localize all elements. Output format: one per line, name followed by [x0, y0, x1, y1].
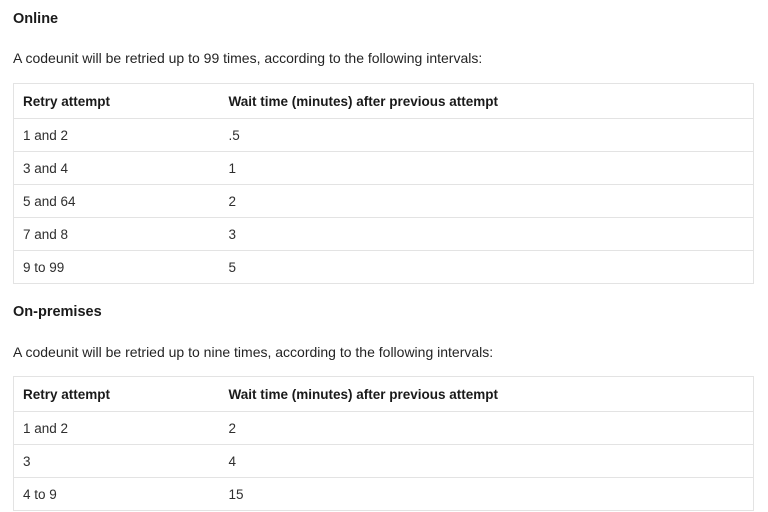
- table-row: 5 and 64 2: [13, 184, 754, 219]
- cell-wait-time: 15: [219, 477, 754, 512]
- column-header-wait-time: Wait time (minutes) after previous attem…: [219, 376, 754, 413]
- cell-retry-attempt: 9 to 99: [13, 250, 220, 285]
- cell-retry-attempt: 7 and 8: [13, 217, 220, 252]
- table-row: 3 4: [13, 444, 754, 479]
- cell-wait-time: 4: [219, 444, 754, 479]
- table-row: 3 and 4 1: [13, 151, 754, 186]
- cell-retry-attempt: 1 and 2: [13, 118, 220, 153]
- table-body: 1 and 2 2 3 4 4 to 9 15: [13, 411, 754, 512]
- section-online: Online A codeunit will be retried up to …: [13, 11, 754, 285]
- on-premises-retry-intervals-table: Retry attempt Wait time (minutes) after …: [13, 376, 754, 512]
- cell-retry-attempt: 4 to 9: [13, 477, 220, 512]
- table-row: 4 to 9 15: [13, 477, 754, 512]
- cell-wait-time: 5: [219, 250, 754, 285]
- online-retry-intervals-table: Retry attempt Wait time (minutes) after …: [13, 83, 754, 285]
- cell-retry-attempt: 3: [13, 444, 220, 479]
- column-header-retry-attempt: Retry attempt: [13, 376, 220, 413]
- table-header: Retry attempt Wait time (minutes) after …: [13, 376, 754, 413]
- cell-wait-time: 3: [219, 217, 754, 252]
- section-on-premises: On-premises A codeunit will be retried u…: [13, 304, 754, 512]
- cell-wait-time: 2: [219, 184, 754, 219]
- table-row: 1 and 2 2: [13, 411, 754, 446]
- section-heading-online: Online: [13, 11, 59, 27]
- cell-retry-attempt: 5 and 64: [13, 184, 220, 219]
- table-body: 1 and 2 .5 3 and 4 1 5 and 64 2 7 and 8 …: [13, 118, 754, 285]
- table-header-row: Retry attempt Wait time (minutes) after …: [13, 83, 754, 120]
- cell-wait-time: 1: [219, 151, 754, 186]
- cell-retry-attempt: 3 and 4: [13, 151, 220, 186]
- table-row: 7 and 8 3: [13, 217, 754, 252]
- cell-retry-attempt: 1 and 2: [13, 411, 220, 446]
- cell-wait-time: .5: [219, 118, 754, 153]
- section-intro-on-premises: A codeunit will be retried up to nine ti…: [13, 343, 494, 360]
- column-header-wait-time: Wait time (minutes) after previous attem…: [219, 83, 754, 120]
- section-intro-online: A codeunit will be retried up to 99 time…: [13, 50, 483, 67]
- table-header-row: Retry attempt Wait time (minutes) after …: [13, 376, 754, 413]
- table-header: Retry attempt Wait time (minutes) after …: [13, 83, 754, 120]
- cell-wait-time: 2: [219, 411, 754, 446]
- section-heading-on-premises: On-premises: [13, 304, 102, 321]
- table-row: 9 to 99 5: [13, 250, 754, 285]
- table-row: 1 and 2 .5: [13, 118, 754, 153]
- column-header-retry-attempt: Retry attempt: [13, 83, 220, 120]
